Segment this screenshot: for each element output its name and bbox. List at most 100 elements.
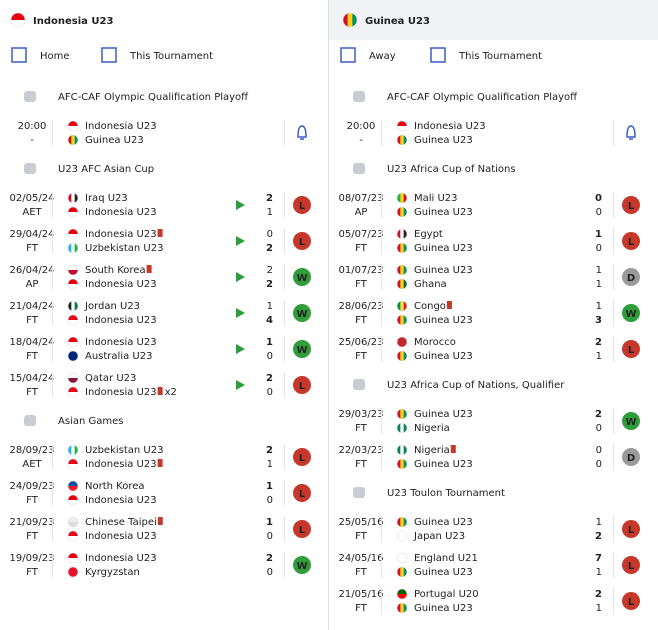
team: Morocco [414,337,456,348]
team: Egypt [414,229,443,240]
flag-band [74,301,78,311]
bell-icon[interactable] [297,125,307,140]
play-icon[interactable] [236,200,245,210]
score: 2 [595,531,602,542]
flag [68,279,78,289]
flag-band [68,351,78,357]
match-date: 25/05/16 [339,517,384,528]
flag [397,409,407,419]
match-date: 08/07/23 [339,193,384,204]
flag-band [400,207,404,217]
score: 0 [595,193,602,204]
checkbox[interactable] [11,47,27,63]
card-count: x2 [165,387,177,398]
match-status: FT [355,423,368,434]
flag-band [68,315,78,321]
team: Uzbekistan U23 [85,243,163,254]
flag-band [74,445,78,455]
score: 2 [267,265,273,276]
score: 1 [596,351,602,362]
flag-band [397,135,401,145]
flag [397,603,407,613]
flag-band [397,193,401,203]
flag-band [71,445,75,455]
bell-icon[interactable] [626,125,636,140]
flag-band [352,13,357,27]
team: Guinea U23 [414,409,473,420]
flag [397,265,407,275]
match-status: AET [22,207,42,218]
team: Indonesia U23 [85,207,157,218]
score: 2 [595,337,602,348]
score: 0 [267,351,273,362]
flag-border [342,12,358,28]
result: L [299,237,306,248]
flag [68,265,78,275]
flag [68,495,78,505]
flag-band [68,459,78,465]
flag-border [67,314,79,326]
result-badge [293,376,311,394]
flag-band [400,193,404,203]
flag-band [68,229,78,235]
competition-name: Asian Games [58,416,123,427]
flag-border [396,458,408,470]
score: 0 [596,459,602,470]
flag-band [397,589,407,595]
checkbox[interactable] [101,47,117,63]
checkbox[interactable] [340,47,356,63]
play-icon[interactable] [236,380,245,390]
flag-band [403,193,407,203]
flag [397,279,407,289]
play-icon[interactable] [236,344,245,354]
score: 0 [267,531,273,542]
flag-band [68,270,78,275]
flag-border [67,516,79,528]
play-icon[interactable] [236,308,245,318]
result-badge [293,268,311,286]
flag-band [68,243,72,253]
flag-band [68,567,78,573]
flag [11,13,25,27]
play-icon[interactable] [236,272,245,282]
flag [68,315,78,325]
match-date: 26/04/24 [10,265,55,276]
flag-border [67,494,79,506]
match-status: FT [26,351,39,362]
score: 1 [266,517,273,528]
team: Indonesia U23 [85,495,157,506]
flag-band [68,392,78,397]
flag-band [400,459,404,469]
score: 0 [596,243,602,254]
flag-band [397,351,401,361]
flag [397,229,407,239]
flag [68,567,78,577]
result-badge [622,196,640,214]
team: Guinea U23 [414,459,473,470]
checkbox[interactable] [430,47,446,63]
result-badge [293,304,311,322]
flag-border [396,350,408,362]
team: Indonesia U23 [85,315,157,326]
flag-band [397,121,407,127]
checkbox-label: This Tournament [458,51,542,62]
match-date: 24/09/23 [10,481,55,492]
flag-band [68,481,78,487]
flag-border [67,192,79,204]
flag-band [400,409,404,419]
flag-border [67,372,79,384]
flag [397,553,407,563]
flag-border [67,566,79,578]
flag-band [397,315,401,325]
flag-band [68,337,78,343]
score: 2 [266,279,273,290]
team: Indonesia U23 [85,553,157,564]
play-icon[interactable] [236,236,245,246]
team-name: Guinea U23 [365,16,430,27]
match-status: FT [26,531,39,542]
score: 1 [266,337,273,348]
flag-band [400,567,404,577]
match-date: 20:00 [18,121,47,132]
competition-name: U23 Toulon Tournament [387,488,505,499]
match-status: FT [355,351,368,362]
